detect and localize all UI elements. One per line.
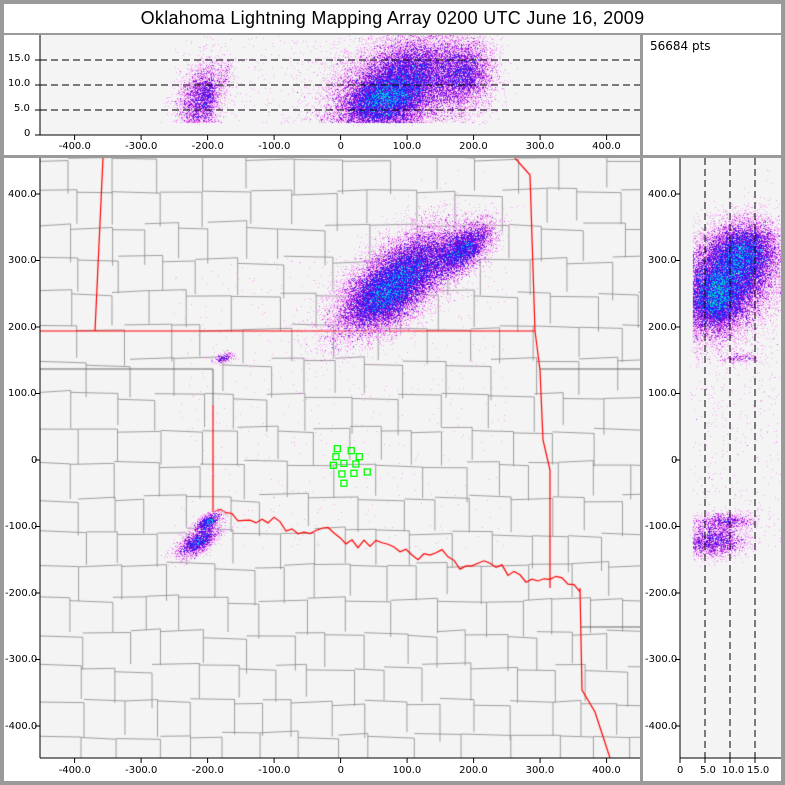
z-tick-label: 15.0	[747, 765, 770, 776]
y-tick-label: -300.0	[645, 654, 678, 665]
x-tick-label: 300.0	[525, 765, 555, 776]
y-tick-label: -100.0	[645, 521, 678, 532]
y-tick-label: 300.0	[648, 255, 677, 266]
station-marker	[333, 445, 341, 453]
x-tick-label: 300.0	[525, 141, 555, 152]
x-tick-label: -100.0	[258, 765, 291, 776]
side-axes	[675, 158, 781, 763]
x-tick-label: 0	[337, 141, 344, 152]
y-tick-label: 200.0	[648, 321, 677, 333]
station-marker	[350, 469, 358, 477]
station-marker	[363, 468, 371, 476]
y-tick-label: 400.0	[8, 188, 37, 200]
y-tick-label: 0	[671, 454, 678, 466]
x-tick-label: -400.0	[58, 141, 91, 152]
z-tick-label: 10.0	[8, 77, 31, 89]
y-tick-label: 400.0	[648, 188, 677, 200]
y-tick-label: 300.0	[8, 255, 37, 266]
x-tick-label: -300.0	[125, 141, 158, 152]
station-marker	[332, 453, 340, 461]
altitude-longitude-panel: -400.0 -300.0 -200.0 -100.0 0 100.0 200.0 300.0…	[4, 35, 640, 155]
x-tick-label: -200.0	[191, 141, 224, 152]
station-marker	[329, 461, 337, 469]
y-tick-label: 0	[31, 454, 38, 466]
x-tick-label: 100.0	[392, 141, 422, 152]
z-tick-label: 5.0	[700, 765, 716, 776]
plot-title: Oklahoma Lightning Mapping Array 0200 UT…	[4, 4, 781, 33]
info-panel: 56684 pts	[643, 35, 781, 155]
y-tick-label: 100.0	[8, 388, 37, 399]
y-tick-label: 200.0	[8, 321, 37, 333]
y-tick-label: -300.0	[5, 654, 38, 665]
x-tick-label: 0	[337, 765, 344, 776]
point-count: 56684 pts	[650, 39, 711, 53]
x-tick-label: -200.0	[191, 765, 224, 776]
y-tick-label: -200.0	[5, 587, 38, 599]
y-tick-label: -400.0	[5, 720, 38, 732]
station-marker	[347, 447, 355, 455]
z-tick-label: 0	[24, 127, 31, 139]
station-marker	[338, 470, 346, 478]
plan-density-canvas	[40, 158, 640, 758]
altitude-latitude-panel: 0 5.0 10.0 15.0 400.0 300.0 200.0 100.0 0 -100.0 -…	[643, 158, 781, 781]
y-tick-label: -200.0	[645, 587, 678, 599]
station-marker	[340, 479, 348, 487]
x-tick-label: 400.0	[592, 141, 621, 152]
station-marker	[340, 459, 348, 467]
z-tick-label: 5.0	[14, 102, 30, 114]
station-marker	[352, 460, 360, 468]
x-tick-label: 100.0	[392, 765, 422, 776]
z-tick-label: 15.0	[8, 52, 31, 64]
station-marker	[355, 453, 363, 461]
x-tick-label: -300.0	[125, 765, 158, 776]
y-tick-label: 100.0	[648, 388, 677, 399]
z-tick-label: 0	[677, 765, 684, 776]
x-tick-label: -100.0	[258, 141, 291, 152]
z-tick-label: 10.0	[722, 765, 745, 776]
x-tick-label: 400.0	[592, 765, 621, 776]
top-axes	[35, 35, 640, 140]
x-tick-label: 200.0	[459, 765, 488, 776]
x-tick-label: -400.0	[58, 765, 91, 776]
plan-view-panel: -400.0 -300.0 -200.0 -100.0 0 100.0 200.0 300.0…	[4, 158, 640, 781]
y-tick-label: -100.0	[5, 521, 38, 532]
plan-axes	[35, 158, 640, 763]
x-tick-label: 200.0	[459, 141, 488, 152]
y-tick-label: -400.0	[645, 720, 678, 732]
